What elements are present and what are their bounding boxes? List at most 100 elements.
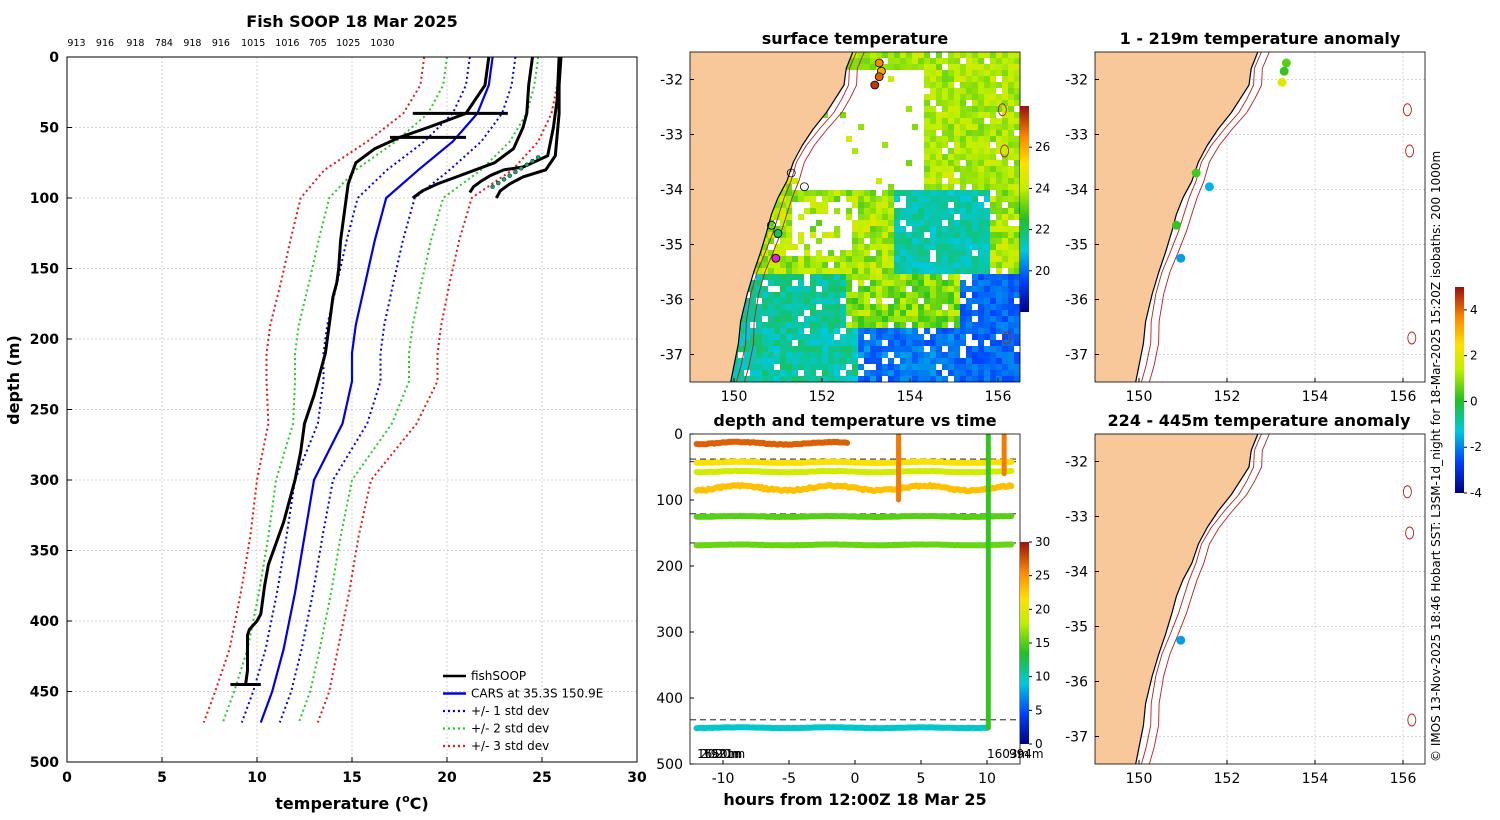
sst-cell bbox=[1002, 82, 1008, 88]
sst-cell bbox=[852, 274, 858, 280]
sst-ticks: 150 152 154 156-32-33-34-35-36-37 bbox=[660, 73, 1011, 406]
anomaly-deep-isobaths bbox=[1140, 434, 1417, 764]
sst-cell bbox=[876, 286, 882, 292]
sst-cell bbox=[858, 64, 864, 70]
sst-cell bbox=[840, 322, 846, 328]
sst-cell bbox=[798, 268, 804, 274]
sst-cell bbox=[960, 172, 966, 178]
sst-cell bbox=[960, 280, 966, 286]
sst-cell bbox=[894, 274, 900, 280]
map-xtick-label: 152 bbox=[1214, 771, 1241, 787]
sst-cell bbox=[858, 220, 864, 226]
sst-cell bbox=[936, 262, 942, 268]
sst-cell bbox=[750, 346, 756, 352]
sst-cell bbox=[756, 262, 762, 268]
sst-cell bbox=[984, 316, 990, 322]
sst-cell bbox=[978, 70, 984, 76]
sst-cell bbox=[798, 286, 804, 292]
time-xtick-label: -10 bbox=[712, 771, 735, 787]
sst-cell bbox=[906, 232, 912, 238]
sst-cell bbox=[774, 226, 780, 232]
sst-cell bbox=[990, 340, 996, 346]
sst-cell bbox=[948, 304, 954, 310]
sst-cell bbox=[924, 148, 930, 154]
sst-cell bbox=[762, 310, 768, 316]
sst-cell bbox=[990, 238, 996, 244]
sst-cell bbox=[750, 358, 756, 364]
sst-cell bbox=[966, 304, 972, 310]
sst-cell bbox=[798, 364, 804, 370]
sst-cell bbox=[942, 364, 948, 370]
sst-cell bbox=[858, 232, 864, 238]
sst-cell bbox=[762, 328, 768, 334]
sst-cell bbox=[978, 370, 984, 376]
sst-cell bbox=[972, 190, 978, 196]
sst-cell bbox=[972, 346, 978, 352]
sst-cell bbox=[852, 268, 858, 274]
sst-cell bbox=[870, 58, 876, 64]
sst-cell bbox=[840, 112, 846, 118]
sst-cell bbox=[798, 298, 804, 304]
profile-fish-dot bbox=[513, 169, 518, 175]
sst-cell bbox=[768, 352, 774, 358]
sst-cell bbox=[1014, 334, 1020, 340]
sst-cell bbox=[876, 268, 882, 274]
sst-cell bbox=[774, 358, 780, 364]
sst-cell bbox=[780, 316, 786, 322]
sst-cell bbox=[822, 232, 828, 238]
sst-cell bbox=[750, 286, 756, 292]
sst-cell bbox=[750, 310, 756, 316]
sst-cell bbox=[966, 244, 972, 250]
map-ytick-label: -33 bbox=[660, 128, 683, 144]
sst-cell bbox=[858, 340, 864, 346]
sst-cell bbox=[948, 256, 954, 262]
time-ytick-label: 300 bbox=[656, 625, 683, 641]
sst-cell bbox=[774, 346, 780, 352]
sst-cell bbox=[882, 286, 888, 292]
sst-cell bbox=[966, 358, 972, 364]
sst-cell bbox=[984, 334, 990, 340]
sst-cell bbox=[954, 58, 960, 64]
map-ytick-label: -33 bbox=[1065, 128, 1088, 144]
map-xtick-label: 154 bbox=[1302, 389, 1329, 405]
sst-cell bbox=[942, 82, 948, 88]
sst-cell bbox=[768, 292, 774, 298]
sst-cell bbox=[1014, 322, 1020, 328]
sst-cell bbox=[876, 352, 882, 358]
map-ytick-label: -37 bbox=[1065, 348, 1088, 364]
time-bottom-left-label: 1650m bbox=[697, 747, 739, 761]
sst-cell bbox=[846, 358, 852, 364]
sst-cell bbox=[960, 358, 966, 364]
sst-cell bbox=[786, 292, 792, 298]
sst-cell bbox=[960, 100, 966, 106]
sst-cell bbox=[846, 208, 852, 214]
sst-cell bbox=[756, 352, 762, 358]
sst-cell bbox=[954, 238, 960, 244]
sst-cell bbox=[948, 334, 954, 340]
sst-cell bbox=[1002, 76, 1008, 82]
sst-cell bbox=[972, 88, 978, 94]
sst-cell bbox=[798, 190, 804, 196]
anomaly-point bbox=[1279, 66, 1289, 76]
sst-cell bbox=[750, 298, 756, 304]
sst-cell bbox=[804, 244, 810, 250]
land bbox=[1095, 434, 1259, 764]
sst-cell bbox=[804, 268, 810, 274]
sst-cell bbox=[900, 280, 906, 286]
sst-cell bbox=[936, 166, 942, 172]
sst-cell bbox=[954, 124, 960, 130]
sst-cell bbox=[918, 52, 924, 58]
sst-cell bbox=[798, 292, 804, 298]
sst-cell bbox=[822, 334, 828, 340]
profile-fish-line bbox=[411, 56, 534, 200]
sst-cell bbox=[1002, 316, 1008, 322]
sst-cell bbox=[966, 316, 972, 322]
anomaly-colorbar bbox=[1455, 287, 1464, 493]
sst-cell bbox=[858, 376, 864, 382]
sst-cell bbox=[816, 202, 822, 208]
sst-cell bbox=[972, 142, 978, 148]
sst-cell bbox=[924, 76, 930, 82]
sst-cell bbox=[768, 250, 774, 256]
sst-cell bbox=[990, 202, 996, 208]
sst-cell bbox=[816, 292, 822, 298]
